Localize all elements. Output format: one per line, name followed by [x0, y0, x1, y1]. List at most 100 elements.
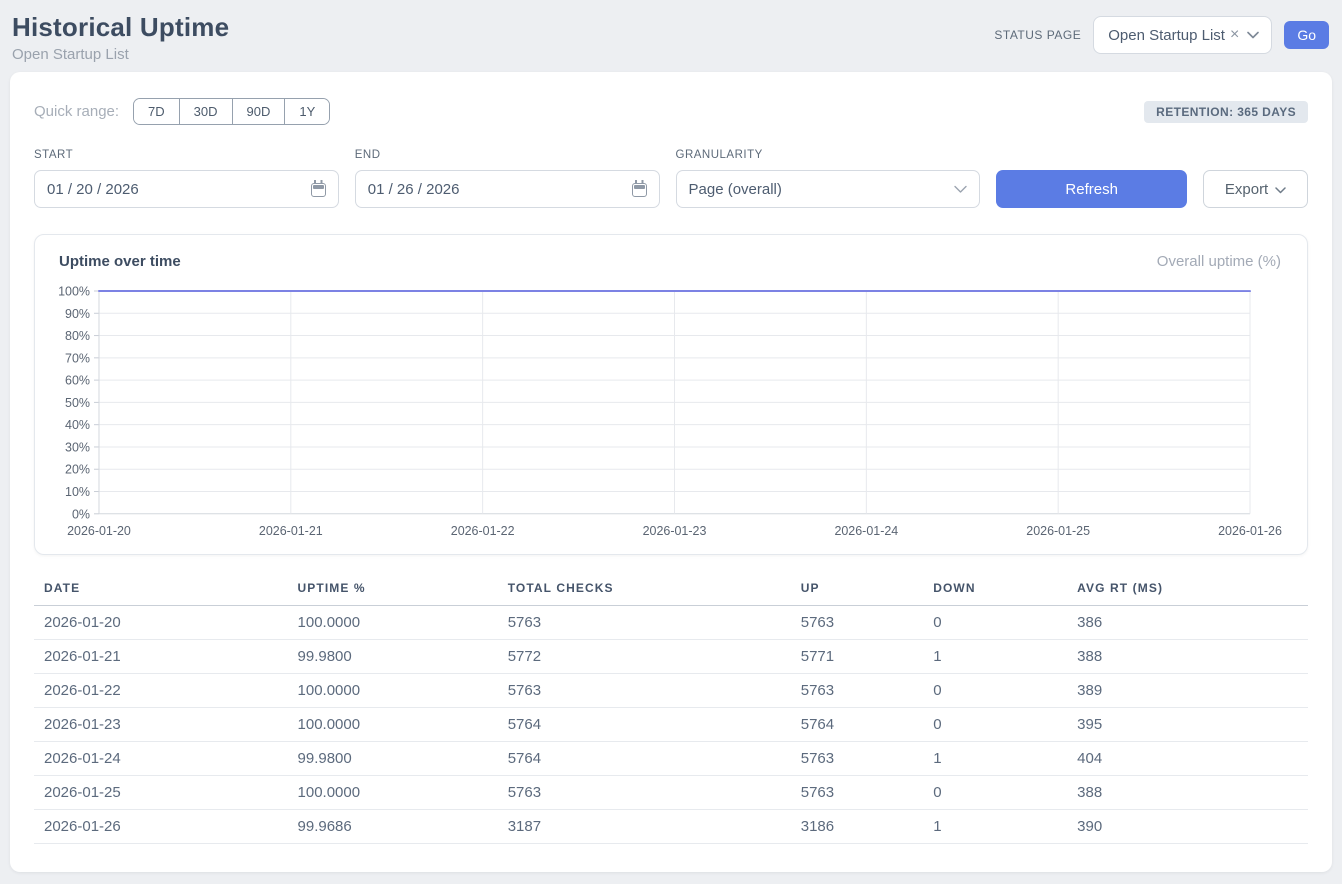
quick-range-button-1y[interactable]: 1Y — [284, 99, 329, 124]
cell-down: 0 — [923, 605, 1067, 639]
end-field: END 01 / 26 / 2026 — [355, 149, 660, 208]
cell-up: 5763 — [791, 673, 923, 707]
cell-total-checks: 5763 — [498, 605, 791, 639]
quick-range-row: Quick range: 7D30D90D1Y RETENTION: 365 D… — [34, 98, 1308, 125]
svg-text:100%: 100% — [58, 284, 90, 298]
page-header: Historical Uptime Open Startup List STAT… — [0, 0, 1342, 64]
calendar-icon[interactable] — [311, 183, 326, 197]
cell-avg-rt-ms: 404 — [1067, 741, 1308, 775]
svg-text:2026-01-26: 2026-01-26 — [1218, 524, 1282, 538]
svg-text:30%: 30% — [65, 440, 90, 454]
chart-card: Uptime over time Overall uptime (%) 0%10… — [34, 234, 1308, 555]
cell-avg-rt-ms: 395 — [1067, 707, 1308, 741]
granularity-selected-value: Page (overall) — [689, 181, 782, 198]
svg-text:2026-01-23: 2026-01-23 — [643, 524, 707, 538]
granularity-field-label: GRANULARITY — [676, 149, 981, 161]
cell-total-checks: 3187 — [498, 809, 791, 843]
page-subtitle: Open Startup List — [12, 46, 229, 63]
svg-text:60%: 60% — [65, 374, 90, 388]
end-date-input[interactable]: 01 / 26 / 2026 — [355, 170, 660, 208]
go-button[interactable]: Go — [1284, 21, 1329, 49]
table-row: 2026-01-2499.9800576457631404 — [34, 741, 1308, 775]
cell-up: 5763 — [791, 605, 923, 639]
quick-range-button-90d[interactable]: 90D — [232, 99, 285, 124]
cell-uptime-pct: 99.9800 — [288, 741, 498, 775]
column-header-avg-rt-ms: AVG RT (MS) — [1067, 577, 1308, 606]
chevron-down-icon — [1275, 181, 1286, 198]
table-row: 2026-01-20100.0000576357630386 — [34, 605, 1308, 639]
calendar-icon[interactable] — [632, 183, 647, 197]
svg-text:2026-01-24: 2026-01-24 — [834, 524, 898, 538]
cell-uptime-pct: 99.9686 — [288, 809, 498, 843]
svg-text:50%: 50% — [65, 396, 90, 410]
svg-text:90%: 90% — [65, 307, 90, 321]
status-page-controls: STATUS PAGE Open Startup List × Go — [994, 16, 1329, 54]
retention-badge: RETENTION: 365 DAYS — [1144, 101, 1308, 123]
cell-up: 5763 — [791, 775, 923, 809]
cell-avg-rt-ms: 386 — [1067, 605, 1308, 639]
cell-total-checks: 5764 — [498, 707, 791, 741]
column-header-date: DATE — [34, 577, 288, 606]
clear-icon[interactable]: × — [1230, 27, 1239, 43]
cell-avg-rt-ms: 390 — [1067, 809, 1308, 843]
svg-text:10%: 10% — [65, 485, 90, 499]
cell-down: 0 — [923, 775, 1067, 809]
status-page-select[interactable]: Open Startup List × — [1093, 16, 1272, 54]
svg-text:2026-01-20: 2026-01-20 — [67, 524, 131, 538]
cell-down: 0 — [923, 707, 1067, 741]
cell-uptime-pct: 100.0000 — [288, 673, 498, 707]
page-title: Historical Uptime — [12, 12, 229, 43]
page-heading-block: Historical Uptime Open Startup List — [12, 12, 229, 63]
cell-total-checks: 5763 — [498, 775, 791, 809]
cell-date: 2026-01-23 — [34, 707, 288, 741]
quick-range-button-30d[interactable]: 30D — [179, 99, 232, 124]
uptime-chart: 0%10%20%30%40%50%60%70%80%90%100%2026-01… — [55, 282, 1287, 542]
svg-text:40%: 40% — [65, 418, 90, 432]
quick-range-button-7d[interactable]: 7D — [134, 99, 179, 124]
table-row: 2026-01-2699.9686318731861390 — [34, 809, 1308, 843]
status-page-selected-value: Open Startup List — [1108, 27, 1225, 44]
cell-date: 2026-01-25 — [34, 775, 288, 809]
cell-uptime-pct: 99.9800 — [288, 639, 498, 673]
refresh-button[interactable]: Refresh — [996, 170, 1187, 208]
main-panel: Quick range: 7D30D90D1Y RETENTION: 365 D… — [10, 72, 1332, 872]
quick-range-group: 7D30D90D1Y — [133, 98, 330, 125]
cell-down: 1 — [923, 809, 1067, 843]
cell-up: 5764 — [791, 707, 923, 741]
end-field-label: END — [355, 149, 660, 161]
cell-up: 3186 — [791, 809, 923, 843]
start-field-label: START — [34, 149, 339, 161]
quick-range-label: Quick range: — [34, 103, 119, 120]
export-button-label: Export — [1225, 181, 1268, 198]
cell-down: 0 — [923, 673, 1067, 707]
cell-up: 5771 — [791, 639, 923, 673]
cell-down: 1 — [923, 741, 1067, 775]
chevron-down-icon — [954, 181, 967, 198]
column-header-uptime-pct: UPTIME % — [288, 577, 498, 606]
status-page-label: STATUS PAGE — [994, 28, 1081, 42]
cell-avg-rt-ms: 388 — [1067, 639, 1308, 673]
table-header-row: DATEUPTIME %TOTAL CHECKSUPDOWNAVG RT (MS… — [34, 577, 1308, 606]
column-header-up: UP — [791, 577, 923, 606]
cell-date: 2026-01-21 — [34, 639, 288, 673]
start-date-value: 01 / 20 / 2026 — [47, 181, 139, 198]
cell-total-checks: 5772 — [498, 639, 791, 673]
start-date-input[interactable]: 01 / 20 / 2026 — [34, 170, 339, 208]
cell-date: 2026-01-26 — [34, 809, 288, 843]
cell-date: 2026-01-24 — [34, 741, 288, 775]
chart-title: Uptime over time — [59, 253, 181, 270]
column-header-down: DOWN — [923, 577, 1067, 606]
cell-uptime-pct: 100.0000 — [288, 775, 498, 809]
cell-uptime-pct: 100.0000 — [288, 605, 498, 639]
cell-avg-rt-ms: 388 — [1067, 775, 1308, 809]
cell-date: 2026-01-22 — [34, 673, 288, 707]
cell-uptime-pct: 100.0000 — [288, 707, 498, 741]
cell-total-checks: 5763 — [498, 673, 791, 707]
table-row: 2026-01-23100.0000576457640395 — [34, 707, 1308, 741]
table-row: 2026-01-22100.0000576357630389 — [34, 673, 1308, 707]
granularity-select[interactable]: Page (overall) — [676, 170, 981, 208]
export-button[interactable]: Export — [1203, 170, 1308, 208]
svg-text:0%: 0% — [72, 507, 90, 521]
cell-total-checks: 5764 — [498, 741, 791, 775]
cell-up: 5763 — [791, 741, 923, 775]
